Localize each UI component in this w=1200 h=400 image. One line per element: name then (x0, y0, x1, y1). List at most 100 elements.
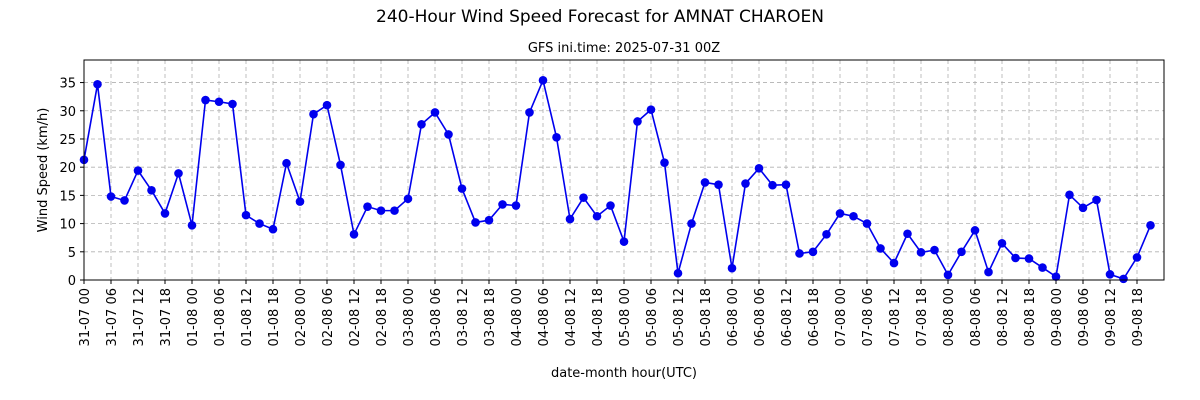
x-tick-label: 04-08 06 (537, 288, 552, 346)
data-point (862, 219, 872, 228)
x-tick-label: 01-08 12 (240, 288, 255, 346)
x-tick-label: 06-08 06 (753, 288, 768, 346)
data-point (633, 117, 642, 126)
x-tick-label: 07-08 12 (888, 288, 903, 346)
data-point (1078, 203, 1088, 213)
data-point (579, 193, 588, 202)
data-point (930, 245, 939, 255)
data-point (592, 211, 602, 221)
data-point (147, 186, 156, 195)
x-tick-label: 07-08 18 (915, 288, 930, 346)
data-point (957, 247, 966, 257)
data-point (619, 237, 629, 246)
x-tick-label: 31-07 00 (78, 288, 93, 346)
data-point (1051, 272, 1061, 281)
data-point (471, 218, 480, 227)
data-point (741, 179, 750, 188)
series-layer (79, 76, 1155, 284)
data-point (700, 178, 710, 187)
x-tick-label: 08-08 12 (996, 288, 1011, 346)
x-tick-label: 06-08 00 (726, 288, 741, 346)
data-point (538, 76, 548, 85)
data-point (889, 258, 899, 268)
data-point (255, 219, 264, 228)
x-tick-label: 04-08 00 (510, 288, 525, 346)
data-point (214, 97, 224, 107)
data-point (565, 214, 575, 224)
y-tick-label: 10 (59, 218, 76, 233)
x-tick-label: 09-08 00 (1050, 288, 1065, 346)
chart-title: 240-Hour Wind Speed Forecast for AMNAT C… (376, 7, 824, 27)
data-point (444, 130, 453, 139)
data-point (363, 202, 372, 211)
data-point (174, 169, 183, 178)
data-point (727, 263, 737, 273)
x-tick-label: 04-08 18 (591, 288, 606, 346)
x-tick-label: 06-08 18 (807, 288, 822, 346)
data-point (1092, 195, 1101, 205)
x-tick-label: 09-08 06 (1077, 288, 1092, 346)
x-tick-label: 01-08 18 (267, 288, 282, 346)
x-tick-label: 06-08 12 (780, 288, 795, 346)
x-tick-label: 01-08 00 (186, 288, 201, 346)
y-tick-label: 35 (59, 77, 76, 92)
x-tick-label: 07-08 00 (834, 288, 849, 346)
x-tick-label: 31-07 18 (159, 288, 174, 346)
x-tick-label: 31-07 12 (132, 288, 147, 346)
data-point (970, 226, 980, 235)
data-point (322, 100, 332, 110)
data-point (187, 220, 197, 230)
data-point (1119, 274, 1128, 284)
x-tick-label: 02-08 12 (348, 288, 363, 346)
data-point (241, 210, 251, 220)
x-tick-label: 07-08 06 (861, 288, 876, 346)
data-point (228, 99, 237, 109)
data-point (511, 201, 521, 210)
x-tick-label: 02-08 06 (321, 288, 336, 346)
x-tick-label: 03-08 06 (429, 288, 444, 346)
data-point (417, 120, 426, 129)
data-point (1065, 190, 1074, 200)
data-point (916, 248, 926, 257)
data-point (336, 160, 345, 170)
data-point (768, 180, 777, 190)
data-point (106, 192, 116, 201)
data-point (673, 268, 683, 278)
data-point (552, 132, 561, 142)
y-tick-label: 5 (68, 246, 76, 261)
data-point (201, 95, 210, 105)
data-point (498, 200, 507, 209)
data-point (754, 164, 764, 173)
data-point (943, 270, 953, 280)
data-point (714, 180, 723, 189)
data-point (390, 206, 399, 215)
y-axis-label: Wind Speed (km/h) (36, 108, 51, 233)
data-point (781, 180, 791, 189)
data-point (606, 201, 615, 210)
data-point (808, 247, 818, 257)
chart-subtitle: GFS ini.time: 2025-07-31 00Z (528, 41, 720, 56)
x-tick-label: 05-08 00 (618, 288, 633, 346)
y-tick-label: 0 (68, 274, 76, 289)
x-tick-label: 03-08 12 (456, 288, 471, 346)
x-tick-label: 08-08 18 (1023, 288, 1038, 346)
data-point (876, 244, 885, 253)
data-point (1024, 254, 1034, 263)
data-point (687, 219, 696, 228)
x-tick-label: 05-08 18 (699, 288, 714, 346)
series-line (83, 77, 1152, 280)
y-tick-label: 25 (59, 133, 76, 148)
data-point (822, 230, 831, 239)
x-tick-label: 02-08 18 (375, 288, 390, 346)
x-tick-label: 05-08 06 (645, 288, 660, 346)
data-point (376, 206, 386, 215)
axis-ticks: 0 5 10 15 20 25 30 35 31-07 00 31-07 06 31-07 12 31… (59, 77, 1146, 347)
data-point (795, 249, 804, 258)
data-point (997, 239, 1007, 248)
data-point (1105, 270, 1115, 279)
x-tick-label: 01-08 06 (213, 288, 228, 346)
data-point (903, 229, 912, 239)
x-tick-label: 03-08 00 (402, 288, 417, 346)
x-tick-label: 09-08 18 (1131, 288, 1146, 346)
data-point (295, 197, 305, 206)
